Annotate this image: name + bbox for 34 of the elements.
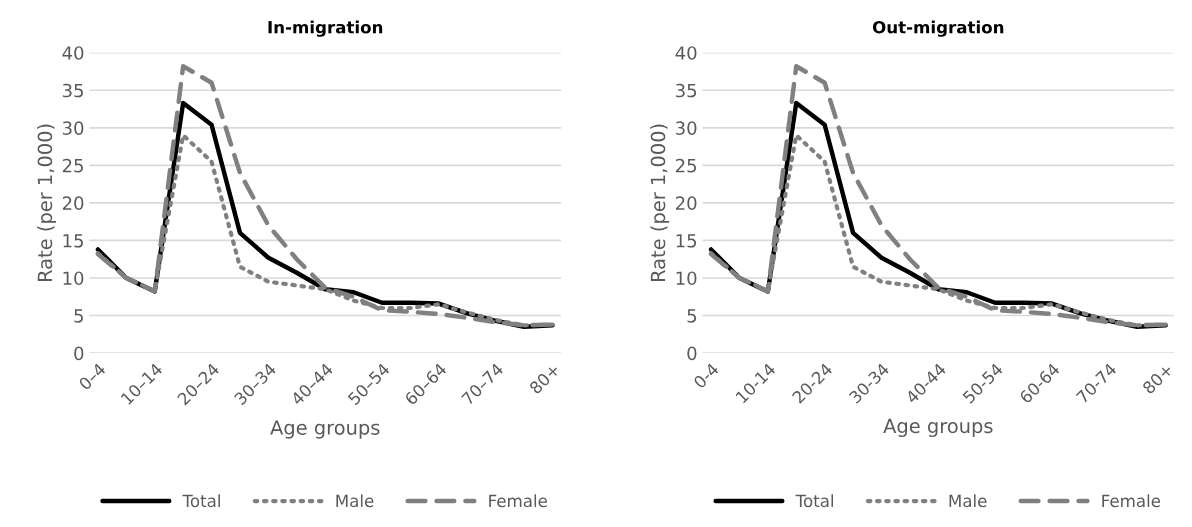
y-tick-label: 40 <box>62 46 84 60</box>
x-tick-label: 80+ <box>528 362 561 395</box>
legend-label: Female <box>1102 494 1161 508</box>
legend-label: Total <box>182 494 220 508</box>
chart-title: In-migration <box>268 20 383 37</box>
y-tick-label: 20 <box>62 196 84 211</box>
y-axis-title: Rate (per 1,000) <box>37 124 57 282</box>
legend-label: Male <box>949 494 987 508</box>
chart-title: Out-migration <box>872 20 1004 37</box>
y-tick-label: 15 <box>63 234 83 248</box>
legend-label: Female <box>489 494 547 508</box>
y-tick-label: 0 <box>687 346 697 361</box>
y-tick-label: 5 <box>74 309 83 323</box>
y-tick-label: 5 <box>687 309 697 323</box>
legend-label: Total <box>795 494 834 508</box>
y-tick-label: 40 <box>675 46 697 60</box>
y-tick-label: 10 <box>676 271 697 286</box>
x-tick-label: 80+ <box>1141 362 1174 395</box>
y-tick-label: 25 <box>62 158 83 173</box>
y-tick-label: 15 <box>676 234 697 248</box>
y-tick-label: 30 <box>62 121 84 135</box>
x-tick-label: 0-4 <box>692 362 720 390</box>
x-tick-label: 0–4 <box>78 362 107 391</box>
y-tick-label: 35 <box>62 83 83 98</box>
y-tick-label: 10 <box>63 271 84 286</box>
legend-label: Male <box>336 494 374 508</box>
y-tick-label: 25 <box>675 158 697 173</box>
y-tick-label: 0 <box>74 346 84 361</box>
y-tick-label: 20 <box>675 196 697 211</box>
y-tick-label: 35 <box>676 83 697 98</box>
x-axis-title: Age groups <box>883 418 993 437</box>
x-axis-title: Age groups <box>270 420 380 439</box>
y-axis-title: Rate (per 1,000) <box>650 124 670 282</box>
y-tick-label: 30 <box>676 121 697 135</box>
